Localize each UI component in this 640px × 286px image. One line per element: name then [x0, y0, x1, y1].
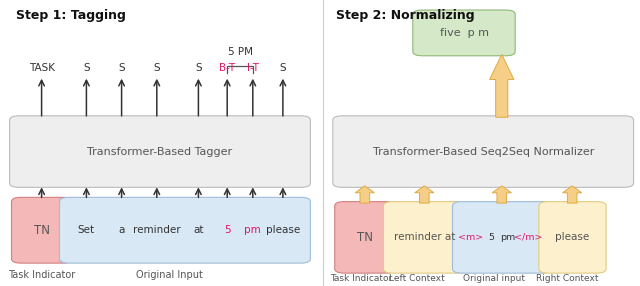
Text: </m>: </m> [514, 233, 542, 242]
Text: <m>: <m> [458, 233, 484, 242]
Text: S: S [154, 63, 160, 73]
Polygon shape [563, 186, 582, 203]
Text: Left Context: Left Context [389, 274, 445, 283]
Text: Step 2: Normalizing: Step 2: Normalizing [336, 9, 475, 21]
Text: 5: 5 [488, 233, 495, 242]
Polygon shape [415, 186, 434, 203]
FancyBboxPatch shape [383, 202, 465, 273]
FancyBboxPatch shape [413, 10, 515, 56]
Text: Transformer-Based Seq2Seq Normalizer: Transformer-Based Seq2Seq Normalizer [372, 147, 594, 156]
Text: Original input: Original input [463, 274, 525, 283]
FancyBboxPatch shape [335, 202, 396, 273]
Text: Task Indicator: Task Indicator [8, 270, 76, 280]
Text: Set: Set [78, 225, 95, 235]
Text: S: S [280, 63, 286, 73]
Text: TN: TN [34, 224, 50, 237]
FancyBboxPatch shape [333, 116, 634, 187]
FancyBboxPatch shape [60, 197, 310, 263]
FancyBboxPatch shape [12, 197, 72, 263]
Text: I-T: I-T [247, 63, 259, 73]
Text: S: S [118, 63, 125, 73]
Text: TASK: TASK [29, 63, 54, 73]
Polygon shape [355, 186, 374, 203]
Polygon shape [492, 186, 511, 203]
Text: Step 1: Tagging: Step 1: Tagging [16, 9, 126, 21]
Text: reminder at: reminder at [394, 233, 455, 242]
Text: S: S [83, 63, 90, 73]
Text: Transformer-Based Tagger: Transformer-Based Tagger [88, 147, 232, 156]
Text: five  p m: five p m [440, 28, 488, 38]
Text: Original Input: Original Input [136, 270, 203, 280]
Text: reminder: reminder [133, 225, 180, 235]
Text: TN: TN [357, 231, 373, 244]
Text: pm: pm [244, 225, 261, 235]
Text: S: S [195, 63, 202, 73]
FancyBboxPatch shape [539, 202, 606, 273]
Text: Right Context: Right Context [536, 274, 598, 283]
Text: at: at [193, 225, 204, 235]
Text: pm: pm [500, 233, 515, 242]
Text: 5: 5 [224, 225, 230, 235]
FancyBboxPatch shape [10, 116, 310, 187]
Text: B-T: B-T [219, 63, 236, 73]
Text: please: please [266, 225, 300, 235]
FancyBboxPatch shape [452, 202, 552, 273]
Text: 5 PM: 5 PM [227, 47, 253, 57]
Text: please: please [556, 233, 589, 242]
Text: a: a [118, 225, 125, 235]
Text: Task Indicator: Task Indicator [330, 274, 393, 283]
Polygon shape [490, 54, 514, 117]
